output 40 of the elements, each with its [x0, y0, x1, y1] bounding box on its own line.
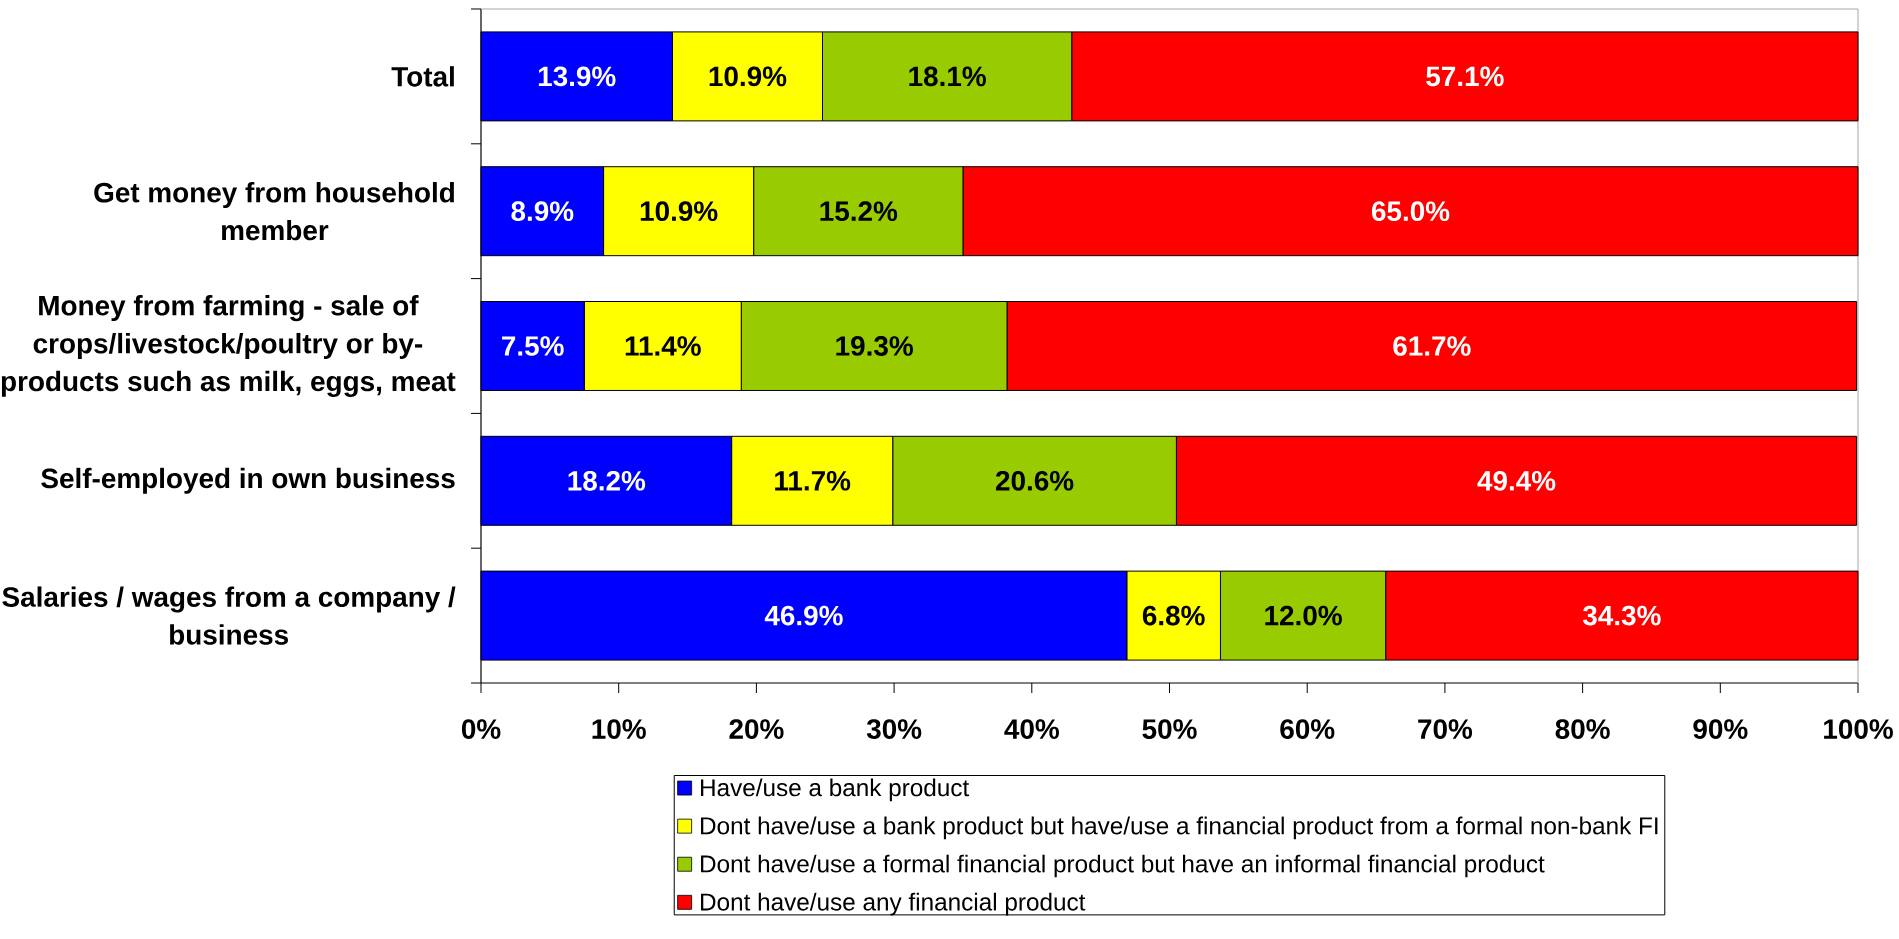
y-tick-label: Money from farming - sale of crops/livestock/poultry or by-products such as milk, eggs, meat [1, 295, 456, 397]
legend-label: Dont have/use a bank product but have/use a financial product from a formal non-bank FI [701, 816, 1658, 840]
x-tick-label: 10% [592, 719, 646, 739]
legend-label: Dont have/use any financial product [701, 892, 1086, 916]
data-label: 57.1% [1426, 66, 1504, 87]
data-label: 12.0% [1265, 605, 1342, 626]
legend-label: Dont have/use a formal financial product but have an informal financial product [701, 854, 1545, 878]
x-tick-label: 20% [729, 719, 784, 739]
data-label: 18.2% [568, 470, 646, 491]
x-tick-label: 50% [1142, 719, 1197, 739]
data-label: 10.9% [709, 66, 787, 87]
data-label: 7.5% [502, 336, 564, 356]
y-tick-label: Salaries / wages from a company / business [2, 586, 456, 645]
x-tick-label: 40% [1004, 719, 1059, 739]
data-label: 6.8% [1142, 605, 1205, 626]
data-label: 11.4% [625, 336, 701, 356]
data-label: 13.9% [538, 66, 616, 87]
x-tick-label: 60% [1280, 719, 1335, 739]
x-tick-label: 70% [1418, 719, 1473, 739]
data-label: 20.6% [995, 470, 1074, 491]
data-label: 8.9% [511, 201, 574, 222]
data-label: 65.0% [1371, 201, 1450, 222]
data-label: 46.9% [764, 605, 843, 626]
data-label: 61.7% [1393, 336, 1471, 356]
y-tick-label: Self-employed in own business [41, 467, 455, 494]
data-label: 34.3% [1582, 605, 1661, 626]
data-label: 10.9% [640, 201, 718, 222]
data-label: 19.3% [836, 336, 913, 356]
data-label: 11.7% [775, 470, 851, 491]
data-label: 18.1% [909, 66, 986, 87]
x-tick-label: 80% [1555, 719, 1610, 739]
x-tick-label: 90% [1693, 719, 1748, 739]
legend-label: Have/use a bank product [701, 778, 970, 802]
x-tick-label: 0% [461, 719, 501, 739]
data-label: 15.2% [820, 201, 898, 222]
data-label: 49.4% [1477, 470, 1556, 491]
y-tick-label: Total [391, 66, 454, 87]
x-tick-label: 100% [1824, 719, 1893, 739]
y-tick-label: Get money from household member [94, 182, 454, 241]
x-tick-label: 30% [866, 719, 922, 739]
